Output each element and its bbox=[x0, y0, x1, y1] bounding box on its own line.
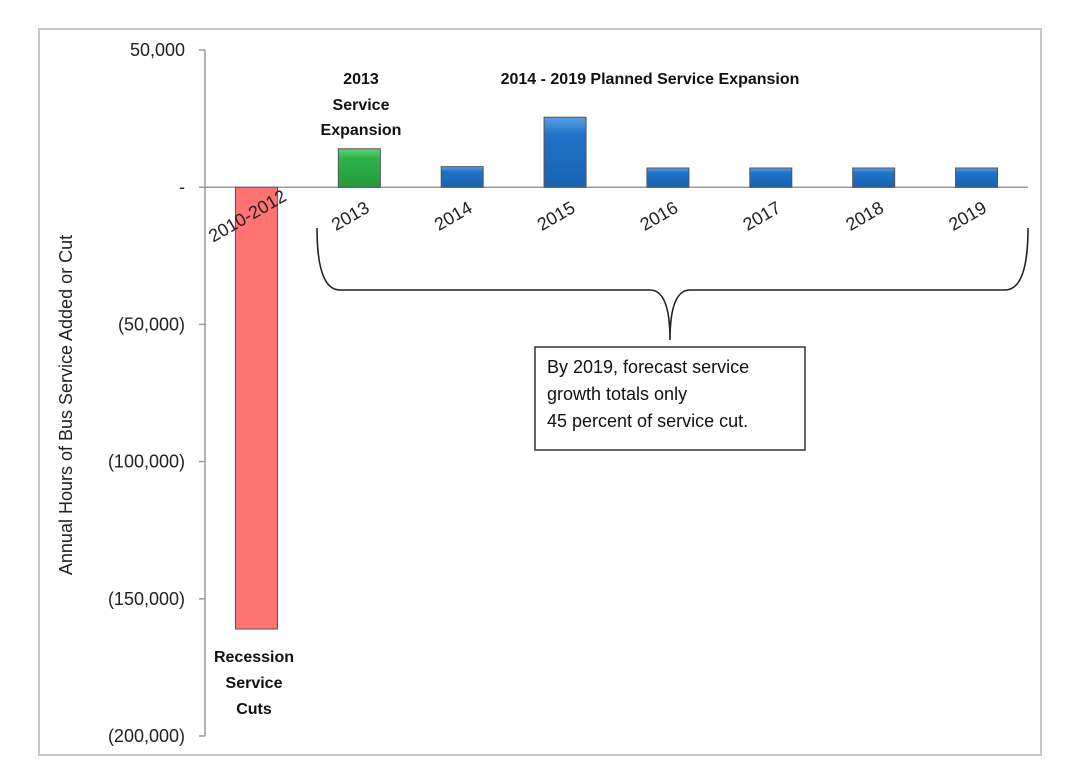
x-tick-label: 2019 bbox=[945, 197, 990, 234]
recession-annotation: Recession Service Cuts bbox=[214, 649, 294, 718]
bar-2013 bbox=[337, 148, 381, 188]
bar-2015 bbox=[543, 116, 587, 188]
x-tick-label: 2016 bbox=[637, 197, 682, 234]
bar-2010-2012 bbox=[234, 186, 278, 630]
recession-label-line-3: Cuts bbox=[236, 701, 272, 718]
x-tick-labels: 2010-2012 2013 2014 2015 2016 2017 2018 2019 bbox=[205, 186, 990, 246]
y-tick-label: (50,000) bbox=[118, 314, 185, 334]
bar-2019 bbox=[955, 167, 999, 188]
y-tick-label: (200,000) bbox=[108, 726, 185, 746]
callout-line-3: 45 percent of service cut. bbox=[547, 411, 748, 431]
x-tick-label: 2013 bbox=[328, 197, 373, 234]
callout-line-2: growth totals only bbox=[547, 384, 687, 404]
y-tick-label: (150,000) bbox=[108, 589, 185, 609]
callout-box: By 2019, forecast service growth totals … bbox=[534, 346, 806, 451]
x-tick-label: 2015 bbox=[534, 197, 579, 234]
callout-border bbox=[534, 346, 806, 451]
y-tick-label: 50,000 bbox=[130, 40, 185, 60]
brace bbox=[316, 227, 1029, 341]
expansion-2013-label-line-2: Service bbox=[333, 97, 390, 114]
bar-2017 bbox=[749, 167, 793, 188]
x-tick-label: 2017 bbox=[739, 197, 784, 234]
bars bbox=[234, 116, 999, 630]
callout-line-1: By 2019, forecast service bbox=[547, 357, 749, 377]
planned-expansion-label: 2014 - 2019 Planned Service Expansion bbox=[501, 71, 800, 88]
expansion-2013-label-line-1: 2013 bbox=[343, 71, 379, 88]
bar-2016 bbox=[646, 167, 690, 188]
y-tick-label: (100,000) bbox=[108, 452, 185, 472]
y-tick-label: - bbox=[179, 177, 185, 197]
recession-label-line-2: Service bbox=[226, 675, 283, 692]
bar-2018 bbox=[852, 167, 896, 188]
bar-2014 bbox=[440, 166, 484, 188]
expansion-2013-annotation: 2013 Service Expansion bbox=[321, 71, 402, 139]
x-tick-label: 2018 bbox=[842, 197, 887, 234]
y-axis-label: Annual Hours of Bus Service Added or Cut bbox=[56, 235, 76, 575]
x-tick-label: 2014 bbox=[431, 197, 476, 234]
expansion-2013-label-line-3: Expansion bbox=[321, 122, 402, 139]
recession-label-line-1: Recession bbox=[214, 649, 294, 666]
